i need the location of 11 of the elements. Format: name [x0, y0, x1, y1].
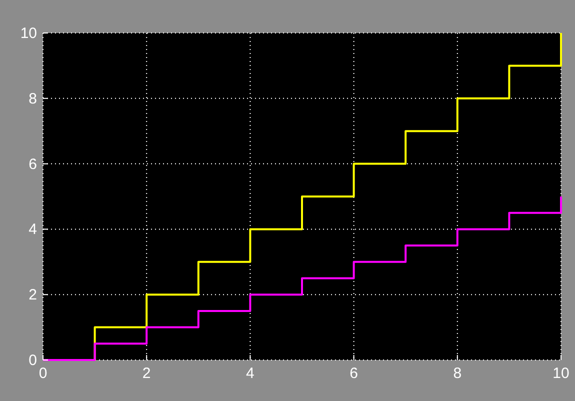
x-tick-label: 6	[350, 365, 358, 382]
y-tick-label: 10	[20, 25, 37, 42]
y-tick-label: 8	[28, 90, 37, 108]
x-tick-label: 4	[246, 365, 254, 382]
x-tick-label: 8	[453, 365, 462, 382]
y-tick-label: 4	[28, 221, 37, 238]
x-tick-label: 10	[552, 365, 570, 382]
y-tick-label: 0	[28, 352, 37, 369]
y-tick-label: 6	[28, 156, 37, 173]
x-tick-label: 2	[142, 365, 151, 382]
y-tick-label: 2	[28, 286, 37, 304]
